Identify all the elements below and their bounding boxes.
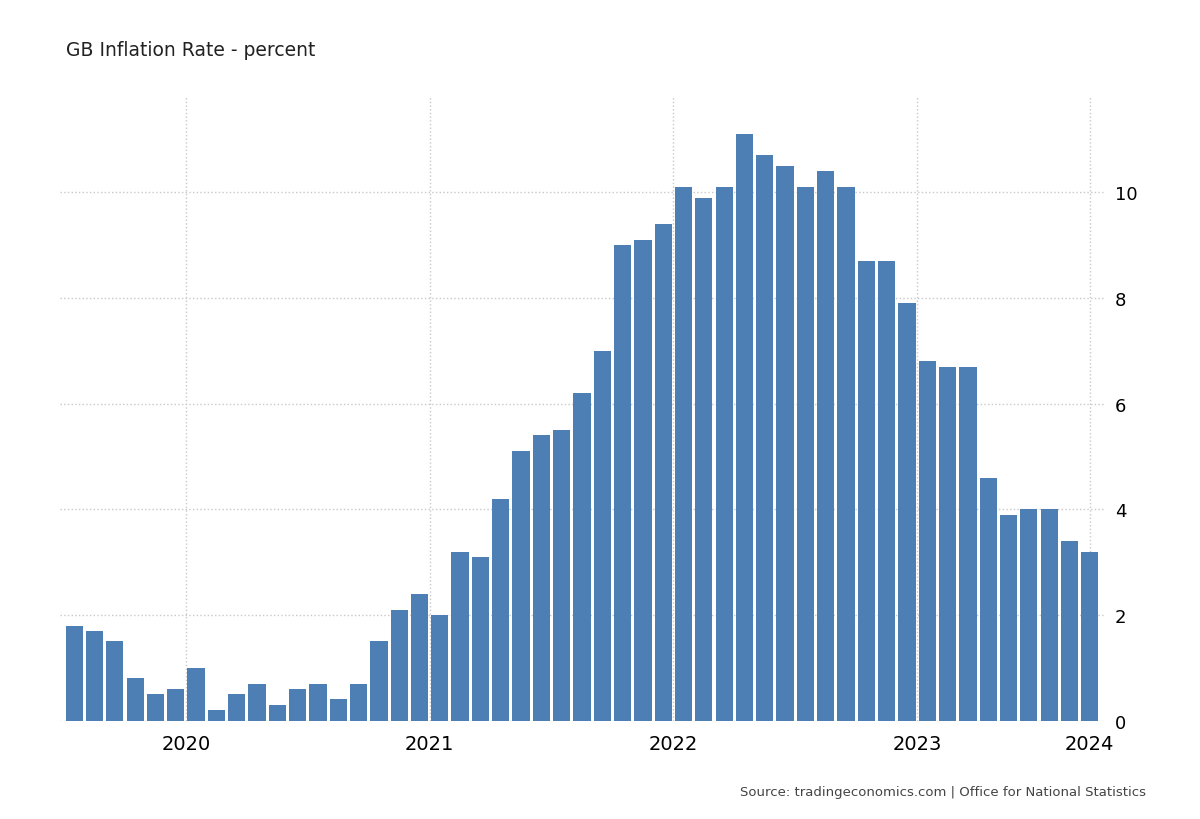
Bar — [269, 705, 286, 721]
Bar — [167, 689, 185, 721]
Bar — [107, 641, 124, 721]
Bar — [776, 167, 793, 721]
Bar — [715, 188, 733, 721]
Bar — [512, 452, 529, 721]
Bar — [228, 695, 245, 721]
Bar — [350, 684, 367, 721]
Bar — [695, 198, 713, 721]
Bar — [919, 362, 936, 721]
Bar — [979, 478, 997, 721]
Bar — [594, 351, 611, 721]
Bar — [330, 699, 347, 721]
Bar — [674, 188, 692, 721]
Bar — [66, 626, 83, 721]
Bar — [938, 367, 956, 721]
Bar — [431, 615, 449, 721]
Bar — [553, 431, 570, 721]
Bar — [371, 641, 388, 721]
Text: Source: tradingeconomics.com | Office for National Statistics: Source: tradingeconomics.com | Office fo… — [740, 785, 1146, 799]
Bar — [1040, 509, 1057, 721]
Bar — [390, 610, 408, 721]
Bar — [1000, 515, 1018, 721]
Bar — [817, 172, 834, 721]
Text: GB Inflation Rate - percent: GB Inflation Rate - percent — [66, 41, 316, 60]
Bar — [86, 631, 103, 721]
Bar — [574, 394, 590, 721]
Bar — [655, 225, 672, 721]
Bar — [1081, 552, 1098, 721]
Bar — [736, 135, 754, 721]
Bar — [899, 304, 916, 721]
Bar — [756, 156, 774, 721]
Bar — [878, 262, 895, 721]
Bar — [410, 594, 428, 721]
Bar — [146, 695, 164, 721]
Bar — [858, 262, 875, 721]
Bar — [533, 436, 550, 721]
Bar — [635, 241, 652, 721]
Bar — [959, 367, 977, 721]
Bar — [126, 678, 144, 721]
Bar — [797, 188, 814, 721]
Bar — [492, 499, 509, 721]
Bar — [614, 246, 631, 721]
Bar — [838, 188, 854, 721]
Bar — [208, 710, 226, 721]
Bar — [1061, 541, 1078, 721]
Bar — [472, 557, 490, 721]
Bar — [1020, 509, 1038, 721]
Bar — [310, 684, 326, 721]
Bar — [289, 689, 306, 721]
Bar — [248, 684, 265, 721]
Bar — [451, 552, 469, 721]
Bar — [187, 668, 205, 721]
